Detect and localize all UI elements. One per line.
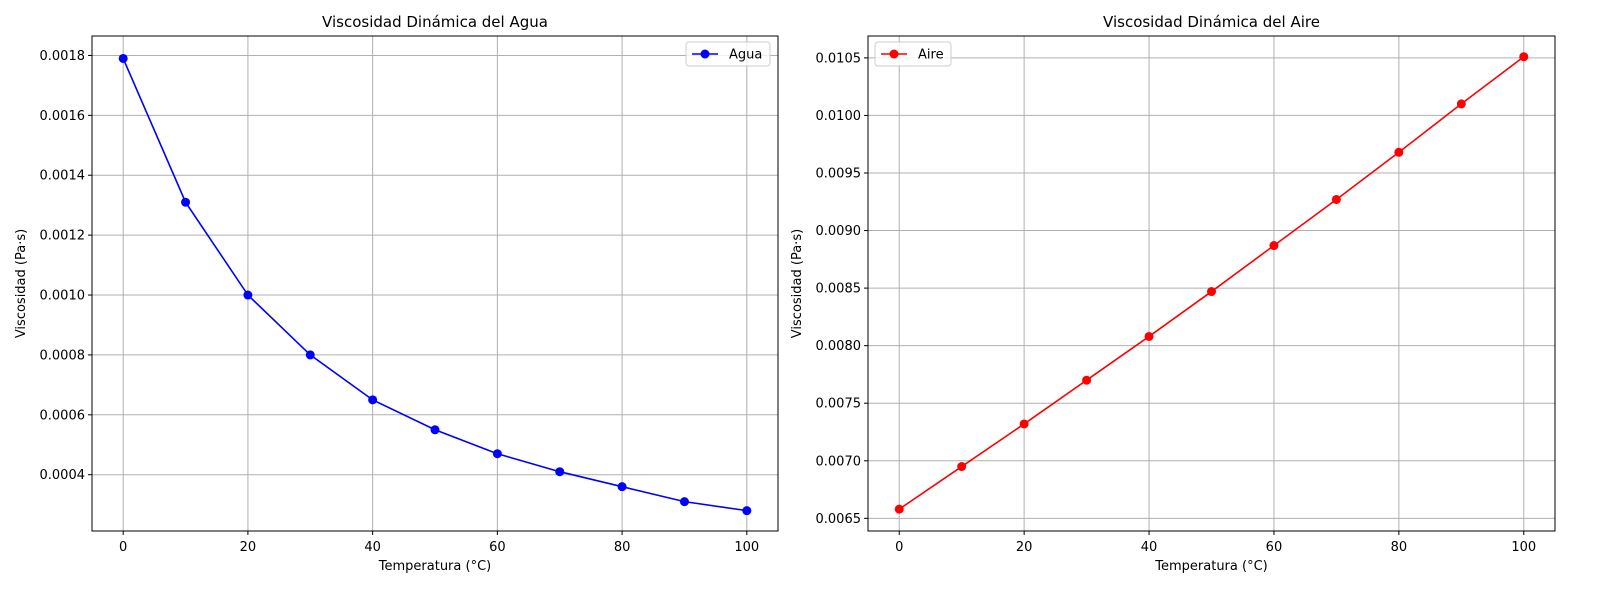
chart-aire-data-point	[1144, 331, 1154, 341]
chart-aire-data-point	[957, 462, 967, 472]
chart-aire-y-tick-label: 0.0070	[816, 454, 862, 469]
chart-aire-data-point	[1269, 241, 1279, 251]
chart-aire-x-tick-label: 100	[1511, 540, 1536, 555]
chart-aire-x-tick-label: 20	[1016, 540, 1033, 555]
chart-agua-legend-marker	[700, 49, 710, 59]
chart-agua-data-point	[368, 395, 378, 405]
chart-aire-data-point	[894, 504, 904, 514]
chart-aire-x-tick-label: 80	[1391, 540, 1408, 555]
chart-aire-x-tick-label: 60	[1266, 540, 1283, 555]
chart-agua-lines	[118, 53, 752, 516]
chart-aire-lines	[894, 52, 1529, 514]
chart-aire-y-tick-label: 0.0080	[816, 339, 862, 354]
chart-agua-y-tick-label: 0.0008	[40, 348, 86, 363]
chart-aire-x-axis-label: Temperatura (°C)	[1154, 559, 1267, 574]
chart-aire-legend-label: Aire	[918, 48, 944, 63]
chart-agua: 0 20 40 60 80 100 0.0004 0.0006 0.0008 0.0010 0.00…	[14, 13, 779, 574]
chart-agua-data-point	[118, 53, 128, 63]
chart-agua-data-point	[617, 482, 627, 492]
chart-aire-legend-box	[874, 41, 952, 67]
chart-agua-data-point	[679, 497, 689, 507]
chart-aire-y-tick-label: 0.0105	[816, 51, 862, 66]
chart-agua-x-axis-label: Temperatura (°C)	[378, 559, 491, 574]
chart-aire-data-point	[1207, 287, 1216, 297]
chart-aire-ticks: 0 20 40 60 80 100 0.0065 0.0070 0.0075 0.0080 0.00…	[816, 51, 1537, 555]
chart-agua-data-point	[492, 449, 502, 459]
chart-agua-y-tick-label: 0.0018	[40, 49, 86, 64]
chart-agua-x-tick-label: 100	[734, 540, 759, 555]
chart-aire-data-point	[1519, 52, 1529, 62]
chart-agua-data-point	[305, 350, 315, 360]
chart-agua-ticks: 0 20 40 60 80 100 0.0004 0.0006 0.0008 0.0010 0.00…	[40, 49, 760, 555]
chart-aire-y-tick-label: 0.0065	[816, 512, 862, 527]
chart-aire-legend: Aire	[874, 41, 952, 67]
chart-agua-y-axis-label: Viscosidad (Pa·s)	[14, 229, 29, 338]
chart-agua-y-tick-label: 0.0004	[40, 468, 86, 483]
chart-agua-data-point	[181, 197, 191, 207]
chart-aire-x-tick-label: 40	[1141, 540, 1158, 555]
chart-aire-legend-marker	[889, 49, 899, 59]
chart-aire-title: Viscosidad Dinámica del Aire	[1103, 13, 1320, 31]
chart-agua-legend-box	[685, 41, 771, 67]
chart-agua-y-tick-label: 0.0006	[40, 408, 86, 423]
chart-agua-y-tick-label: 0.0014	[40, 169, 86, 184]
chart-agua-legend: Agua	[685, 41, 771, 67]
chart-aire-x-tick-label: 0	[895, 540, 903, 555]
chart-aire: 0 20 40 60 80 100 0.0065 0.0070 0.0075 0.0080 0.00…	[790, 13, 1556, 574]
chart-agua-data-point	[243, 290, 253, 300]
chart-aire-grid	[868, 36, 1555, 531]
chart-aire-y-tick-label: 0.0075	[816, 397, 862, 412]
chart-aire-data-point	[1331, 194, 1341, 204]
chart-aire-y-tick-label: 0.0090	[816, 224, 862, 239]
chart-agua-data-point	[430, 425, 440, 435]
chart-agua-grid	[92, 36, 778, 531]
chart-aire-data-point	[1456, 99, 1466, 109]
chart-agua-frame	[91, 35, 779, 532]
chart-aire-data-point	[1394, 147, 1404, 157]
chart-agua-data-point	[555, 467, 565, 477]
chart-agua-data-point	[742, 506, 752, 516]
chart-agua-x-tick-label: 20	[240, 540, 257, 555]
chart-aire-frame	[867, 35, 1556, 532]
chart-aire-data-point	[1019, 419, 1029, 429]
chart-agua-x-tick-label: 0	[119, 540, 127, 555]
chart-aire-y-tick-label: 0.0095	[816, 166, 862, 181]
chart-aire-y-axis-label: Viscosidad (Pa·s)	[790, 229, 805, 338]
chart-agua-y-tick-label: 0.0010	[40, 289, 86, 304]
chart-aire-data-point	[1082, 375, 1092, 385]
chart-agua-x-tick-label: 80	[614, 540, 631, 555]
chart-aire-series-line	[898, 56, 1525, 510]
chart-agua-x-tick-label: 60	[489, 540, 506, 555]
chart-aire-y-tick-label: 0.0085	[816, 282, 862, 297]
chart-agua-y-tick-label: 0.0012	[40, 229, 86, 244]
chart-agua-y-tick-label: 0.0016	[40, 109, 86, 124]
chart-agua-series-line	[122, 58, 747, 512]
chart-agua-title: Viscosidad Dinámica del Agua	[322, 13, 548, 31]
chart-aire-y-tick-label: 0.0100	[816, 109, 862, 124]
chart-agua-legend-label: Agua	[729, 48, 762, 63]
chart-agua-x-tick-label: 40	[364, 540, 381, 555]
